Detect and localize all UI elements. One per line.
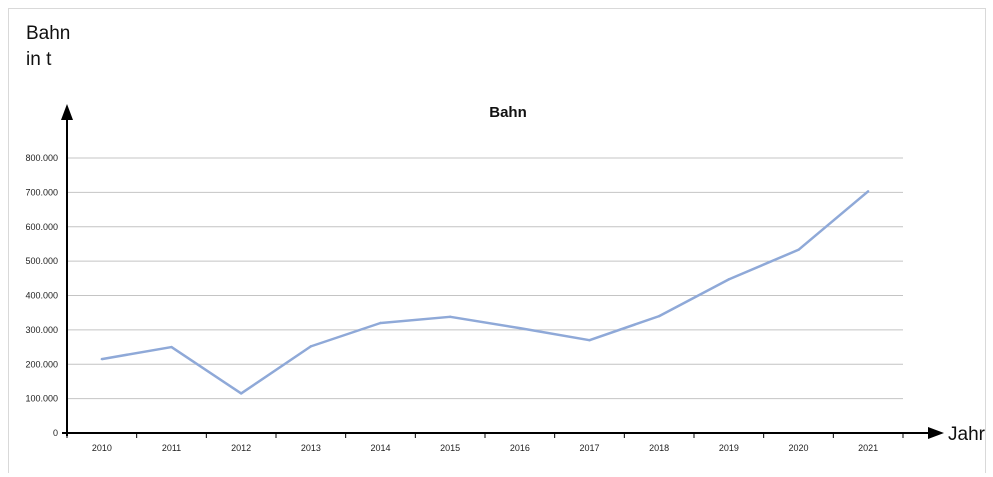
x-axis-arrow	[928, 427, 944, 439]
y-axis-label-line2: in t	[26, 49, 52, 70]
x-tick-label: 2016	[510, 443, 530, 453]
y-tick-labels: 0 100.000 200.000 300.000 400.000 500.000 600.…	[25, 153, 58, 438]
x-tick-labels: 2010 2011 2012 2013 2014 2015 2016 2017 2018 2019…	[66, 433, 904, 453]
x-tick-label: 2010	[92, 443, 112, 453]
data-point	[100, 357, 104, 361]
data-point	[727, 278, 731, 281]
y-tick-label: 100.000	[25, 394, 58, 404]
y-tick-label: 0	[53, 428, 58, 438]
data-point	[379, 321, 382, 325]
series-line	[101, 190, 869, 395]
x-tick-label: 2020	[788, 443, 808, 453]
y-axis-label-line1: Bahn	[26, 23, 71, 44]
data-point	[448, 315, 452, 319]
y-tick-label: 300.000	[25, 325, 58, 335]
data-point	[657, 314, 661, 318]
chart-frame	[8, 8, 986, 473]
series-group	[100, 190, 870, 395]
y-tick-label: 800.000	[25, 153, 58, 163]
data-point	[866, 190, 870, 193]
x-tick-label: 2013	[301, 443, 321, 453]
y-tick-label: 500.000	[25, 256, 58, 266]
gridlines	[67, 157, 903, 400]
data-point	[518, 326, 522, 330]
data-point	[588, 338, 591, 342]
x-tick-label: 2012	[231, 443, 251, 453]
x-tick-label: 2019	[719, 443, 739, 453]
x-tick-label: 2021	[858, 443, 878, 453]
data-point	[309, 345, 313, 348]
data-point	[239, 392, 243, 395]
y-tick-label: 700.000	[25, 187, 58, 197]
y-tick-label: 400.000	[25, 291, 58, 301]
x-tick-label: 2011	[162, 443, 181, 453]
chart-title: Bahn	[489, 104, 527, 121]
x-tick-label: 2017	[579, 443, 599, 453]
data-point	[797, 248, 800, 251]
x-tick-label: 2018	[649, 443, 669, 453]
x-tick-label: 2014	[370, 443, 390, 453]
x-tick-label: 2015	[440, 443, 460, 453]
y-axis-arrow	[61, 104, 73, 120]
y-tick-label: 600.000	[25, 222, 58, 232]
y-tick-label: 200.000	[25, 359, 58, 369]
data-point	[170, 345, 173, 349]
x-axis-label: Jahr	[948, 424, 986, 445]
